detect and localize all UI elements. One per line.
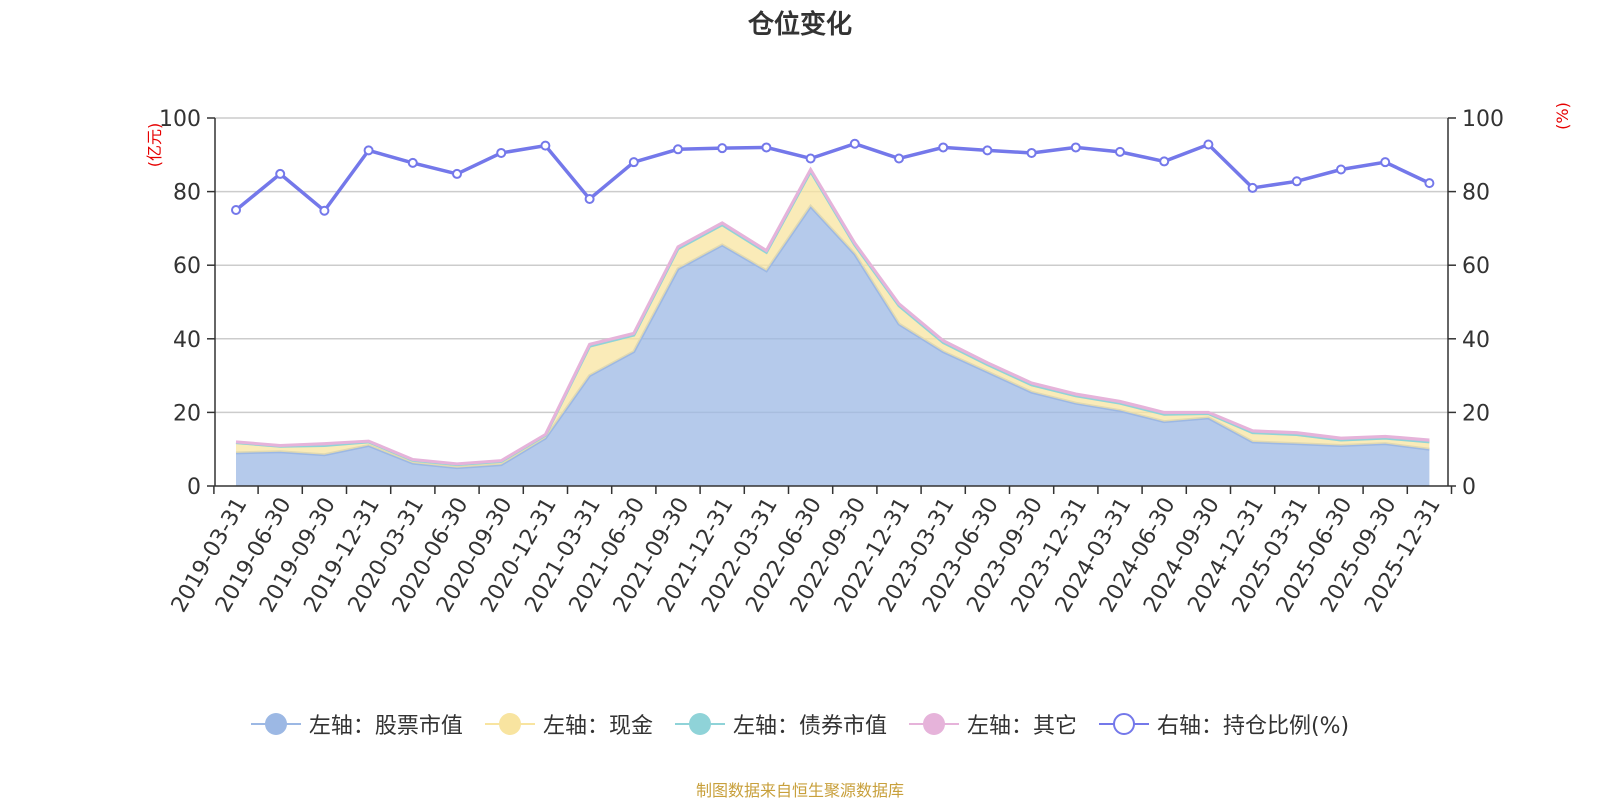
ratio-point[interactable] xyxy=(1026,147,1037,158)
right-tick-label: 60 xyxy=(1462,254,1490,279)
right-axis-unit: (%) xyxy=(1553,102,1572,130)
ratio-point[interactable] xyxy=(1380,157,1391,168)
ratio-point[interactable] xyxy=(1291,176,1302,187)
legend-stock-label: 左轴：股票市值 xyxy=(308,714,463,739)
ratio-point[interactable] xyxy=(363,145,374,156)
area-cash xyxy=(236,171,1430,468)
ratio-point[interactable] xyxy=(584,193,595,204)
ratio-point[interactable] xyxy=(894,153,904,164)
ratio-point[interactable] xyxy=(938,142,949,153)
right-tick-label: 100 xyxy=(1462,107,1504,132)
area-stock xyxy=(236,206,1430,486)
legend-item-bond[interactable]: 左轴：债券市值 xyxy=(674,708,887,740)
ratio-point[interactable] xyxy=(275,168,286,179)
ratio-point[interactable] xyxy=(717,143,728,154)
legend-stock-icon xyxy=(250,710,301,738)
legend-ratio-label: 右轴：持仓比例(%) xyxy=(1156,714,1350,739)
legend-bond-icon xyxy=(674,710,725,738)
left-tick-label: 60 xyxy=(173,254,201,279)
legend-cash-icon xyxy=(484,710,535,738)
ratio-point[interactable] xyxy=(1247,182,1258,193)
data-source-note: 制图数据来自恒生聚源数据库 xyxy=(695,781,904,800)
ratio-point[interactable] xyxy=(761,142,772,153)
left-axis-unit: (亿元) xyxy=(145,123,164,168)
left-tick-label: 40 xyxy=(173,328,201,353)
left-tick-label: 0 xyxy=(187,475,201,500)
ratio-point[interactable] xyxy=(407,157,418,168)
ratio-point[interactable] xyxy=(231,205,241,215)
legend-item-cash[interactable]: 左轴：现金 xyxy=(484,708,653,740)
ratio-point[interactable] xyxy=(805,153,816,164)
left-tick-label: 20 xyxy=(173,401,201,426)
legend-item-ratio[interactable]: 右轴：持仓比例(%) xyxy=(1098,708,1350,740)
right-tick-label: 20 xyxy=(1462,401,1490,426)
ratio-point[interactable] xyxy=(452,168,462,179)
right-tick-label: 0 xyxy=(1462,475,1476,500)
left-tick-label: 80 xyxy=(173,181,201,206)
ratio-point[interactable] xyxy=(982,145,993,156)
ratio-line xyxy=(234,141,1431,214)
ratio-point[interactable] xyxy=(1336,164,1346,175)
ratio-point[interactable] xyxy=(1424,178,1435,189)
right-tick-label: 80 xyxy=(1462,181,1490,206)
ratio-point[interactable] xyxy=(849,138,860,149)
chart-title: 仓位变化 xyxy=(747,10,852,40)
chart-legend: 左轴：股票市值 左轴：现金 左轴：债券市值 左轴：其它 右轴：持仓比例(%) xyxy=(0,708,1600,740)
legend-other-icon xyxy=(908,710,959,738)
left-tick-label: 100 xyxy=(159,107,201,132)
ratio-point[interactable] xyxy=(540,140,551,151)
area-line-other xyxy=(235,166,1430,466)
ratio-point[interactable] xyxy=(319,205,330,216)
ratio-point[interactable] xyxy=(628,157,639,168)
legend-item-stock[interactable]: 左轴：股票市值 xyxy=(250,708,463,740)
ratio-point[interactable] xyxy=(673,144,683,155)
legend-other-label: 左轴：其它 xyxy=(966,714,1077,739)
ratio-point[interactable] xyxy=(1203,139,1214,150)
legend-ratio-icon xyxy=(1098,710,1149,738)
ratio-point[interactable] xyxy=(1115,146,1125,157)
legend-bond-label: 左轴：债券市值 xyxy=(732,714,887,739)
legend-item-other[interactable]: 左轴：其它 xyxy=(908,708,1077,740)
right-tick-label: 40 xyxy=(1462,328,1490,353)
ratio-line-layer xyxy=(231,138,1435,216)
stacked-areas xyxy=(235,166,1430,486)
ratio-point[interactable] xyxy=(496,147,507,158)
ratio-point[interactable] xyxy=(1159,156,1170,167)
legend-cash-label: 左轴：现金 xyxy=(542,714,653,739)
ratio-point[interactable] xyxy=(1070,142,1081,153)
